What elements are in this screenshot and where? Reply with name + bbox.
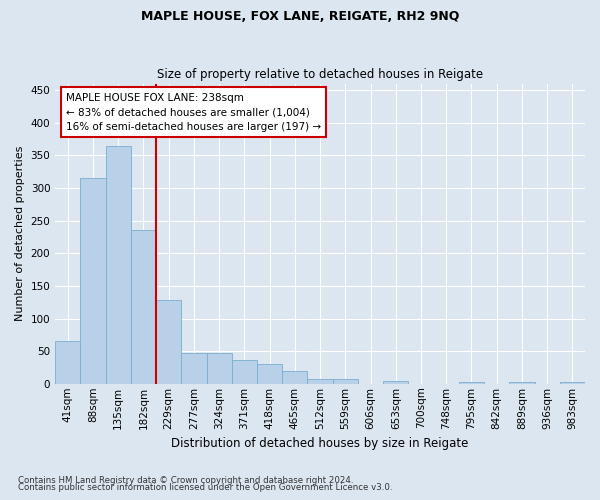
Bar (509, 382, 535, 384)
Bar (257, 364, 282, 384)
Bar (131, 230, 156, 384)
Text: Contains public sector information licensed under the Open Government Licence v3: Contains public sector information licen… (18, 484, 392, 492)
Bar (206, 353, 232, 384)
Bar (307, 379, 332, 384)
Bar (282, 370, 307, 384)
Bar (55, 342, 80, 384)
Bar (383, 380, 409, 384)
Text: MAPLE HOUSE, FOX LANE, REIGATE, RH2 9NQ: MAPLE HOUSE, FOX LANE, REIGATE, RH2 9NQ (141, 10, 459, 23)
Bar (459, 382, 484, 384)
Y-axis label: Number of detached properties: Number of detached properties (15, 146, 25, 322)
X-axis label: Distribution of detached houses by size in Reigate: Distribution of detached houses by size … (172, 437, 469, 450)
Bar (332, 379, 358, 384)
Text: Contains HM Land Registry data © Crown copyright and database right 2024.: Contains HM Land Registry data © Crown c… (18, 476, 353, 485)
Bar (181, 353, 206, 384)
Bar (106, 146, 131, 384)
Bar (80, 178, 106, 384)
Title: Size of property relative to detached houses in Reigate: Size of property relative to detached ho… (157, 68, 483, 81)
Bar (560, 382, 585, 384)
Bar (156, 300, 181, 384)
Text: MAPLE HOUSE FOX LANE: 238sqm
← 83% of detached houses are smaller (1,004)
16% of: MAPLE HOUSE FOX LANE: 238sqm ← 83% of de… (66, 92, 321, 132)
Bar (232, 360, 257, 384)
